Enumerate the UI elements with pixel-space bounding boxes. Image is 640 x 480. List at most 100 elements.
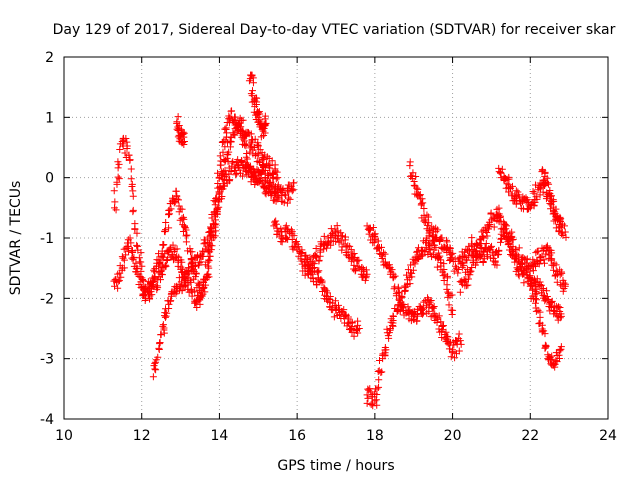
data-point <box>377 243 385 251</box>
data-point <box>337 232 345 240</box>
data-point <box>180 137 188 145</box>
data-point <box>125 151 133 159</box>
x-tick-label: 10 <box>55 428 73 444</box>
data-point <box>173 245 181 253</box>
data-point <box>552 357 560 365</box>
data-point <box>212 216 220 224</box>
data-point <box>127 175 135 183</box>
data-point <box>552 261 560 269</box>
data-point <box>449 249 457 257</box>
data-point <box>264 170 272 178</box>
data-point <box>114 277 122 285</box>
data-point <box>110 187 118 195</box>
data-point <box>512 187 520 195</box>
data-point <box>320 232 328 240</box>
data-point <box>162 218 170 226</box>
data-point <box>297 249 305 257</box>
data-point <box>538 321 546 329</box>
data-point <box>270 189 278 197</box>
data-point <box>162 312 170 320</box>
data-point <box>340 306 348 314</box>
data-point <box>312 253 320 261</box>
data-point <box>556 347 564 355</box>
data-point <box>445 301 453 309</box>
data-point <box>121 149 129 157</box>
x-axis-label: GPS time / hours <box>277 458 394 474</box>
data-point <box>138 284 146 292</box>
data-point <box>298 248 306 256</box>
data-point <box>455 330 463 338</box>
data-point <box>326 292 334 300</box>
data-point <box>435 249 443 257</box>
data-point <box>218 193 226 201</box>
data-point <box>555 303 563 311</box>
data-point <box>161 313 169 321</box>
data-point <box>493 261 501 269</box>
data-point <box>468 234 476 242</box>
data-point <box>258 161 266 169</box>
y-tick-labels: -4 -3 -2 -1 0 1 2 <box>40 50 54 428</box>
data-point <box>288 187 296 195</box>
data-point <box>141 296 149 304</box>
data-point <box>184 274 192 282</box>
data-point <box>442 328 450 336</box>
data-point <box>283 234 291 242</box>
data-point <box>381 351 389 359</box>
data-point <box>182 238 190 246</box>
data-point <box>117 273 125 281</box>
data-point <box>181 223 189 231</box>
data-point <box>479 233 487 241</box>
data-point <box>278 238 286 246</box>
data-point <box>350 250 358 258</box>
data-point <box>425 219 433 227</box>
data-point <box>312 245 320 253</box>
data-point <box>532 288 540 296</box>
data-point <box>420 212 428 220</box>
data-point <box>229 158 237 166</box>
data-point <box>519 266 527 274</box>
data-point <box>291 239 299 247</box>
data-point <box>115 277 123 285</box>
data-point <box>446 245 454 253</box>
data-point <box>352 266 360 274</box>
data-point <box>180 133 188 141</box>
data-point <box>385 261 393 269</box>
data-point <box>180 283 188 291</box>
data-point <box>285 194 293 202</box>
data-point <box>172 187 180 195</box>
data-point <box>515 272 523 280</box>
y-tick-label: 0 <box>45 171 54 187</box>
data-point <box>274 174 282 182</box>
data-point <box>255 176 263 184</box>
data-point <box>454 266 462 274</box>
data-point <box>262 119 270 127</box>
data-point <box>508 182 516 190</box>
data-point <box>156 340 164 348</box>
data-point <box>255 157 263 165</box>
data-point <box>289 186 297 194</box>
data-point <box>477 240 485 248</box>
data-point <box>371 236 379 244</box>
data-point <box>228 159 236 167</box>
data-point <box>464 275 472 283</box>
data-point <box>133 229 141 237</box>
data-point <box>454 269 462 277</box>
data-point <box>302 251 310 259</box>
data-point <box>213 205 221 213</box>
data-point <box>149 373 157 381</box>
data-point <box>216 152 224 160</box>
data-point <box>443 274 451 282</box>
data-point <box>307 274 315 282</box>
data-point <box>178 214 186 222</box>
data-point <box>258 168 266 176</box>
data-point <box>333 222 341 230</box>
data-point <box>444 333 452 341</box>
data-point <box>285 181 293 189</box>
data-point <box>364 394 372 402</box>
data-point <box>129 206 137 214</box>
data-point <box>115 175 123 183</box>
data-point <box>176 135 184 143</box>
data-point <box>530 189 538 197</box>
data-point <box>503 222 511 230</box>
data-point <box>116 269 124 277</box>
